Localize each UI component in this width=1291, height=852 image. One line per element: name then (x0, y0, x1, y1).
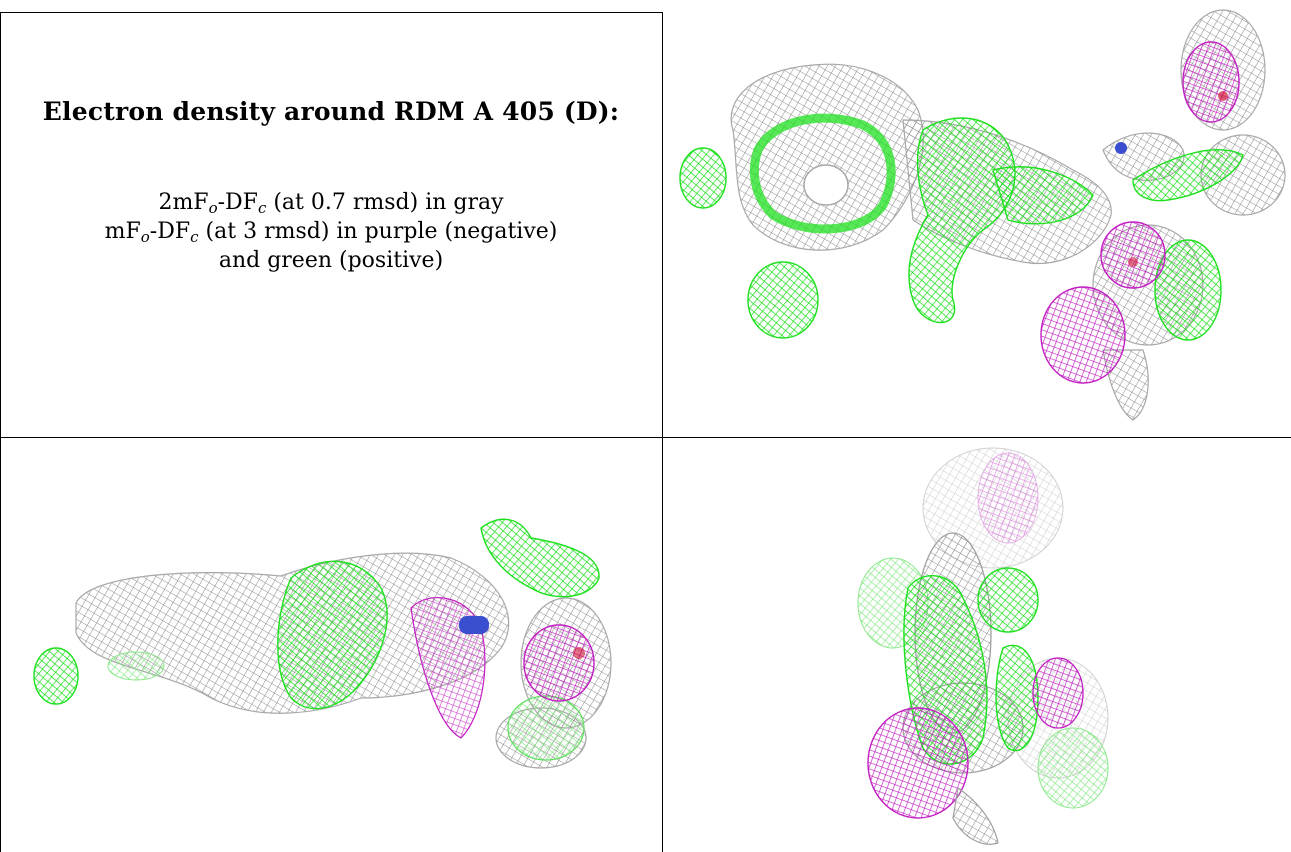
green-blob-lower-side (507, 695, 585, 761)
caption-line2-a-sub: o (140, 228, 150, 246)
table-border-top (0, 12, 663, 13)
green-blob-far-left (679, 147, 727, 209)
table-border-left (0, 12, 1, 852)
green-blob-right-lobe (1154, 239, 1222, 341)
caption-line2-rest: (at 3 rmsd) in purple (negative) (198, 219, 558, 244)
caption-line2-b-sub: c (190, 228, 199, 246)
caption-line1-a: 2mF (158, 190, 209, 215)
green-blob-far-left-side (33, 647, 79, 705)
gray-density-bottom-stem (952, 786, 999, 845)
nitrogen-atom-side (459, 616, 489, 634)
density-view-2 (33, 518, 612, 769)
caption-legend: 2mFo-DFc (at 0.7 rmsd) in gray mFo-DFc (… (105, 188, 558, 275)
caption-line2-a: mF (104, 219, 141, 244)
purple-blob-ring-side (523, 624, 595, 702)
purple-blob-faint-top (977, 452, 1039, 544)
caption-cell: Electron density around RDM A 405 (D): 2… (1, 13, 661, 437)
green-blob-top-sphere (977, 567, 1039, 633)
green-blob-left-faint (107, 651, 165, 681)
caption-line1-a-sub: o (208, 199, 218, 217)
caption-line-purple: mFo-DFc (at 3 rmsd) in purple (negative) (105, 217, 558, 246)
green-blob-bottom-left (747, 261, 819, 339)
green-blob-chain-band (992, 166, 1094, 225)
density-panel-bottom-left (1, 438, 662, 852)
oxygen-atom (1218, 91, 1228, 101)
green-blob-right-column (995, 644, 1039, 752)
density-panel-top-right (663, 0, 1291, 437)
green-blob-center (908, 117, 1016, 324)
table-divider-vertical (662, 12, 663, 852)
purple-blob-lower-left (867, 707, 969, 819)
green-ring-trace (749, 113, 896, 234)
green-blob-faint-lower-right (1037, 727, 1109, 809)
density-view-3 (857, 447, 1109, 845)
purple-blob-bottom (1040, 286, 1126, 384)
caption-line1-b-sub: c (257, 199, 267, 217)
green-blob-upper-right (1132, 149, 1244, 202)
purple-blob-mid (1100, 221, 1166, 289)
caption-line1-rest: (at 0.7 rmsd) in gray (266, 190, 504, 215)
density-panel-bottom-right (663, 438, 1291, 852)
caption-line2-b: -DF (149, 219, 191, 244)
ring-hole (803, 164, 849, 206)
purple-blob-right-front (1032, 657, 1084, 729)
green-blob-top-right-side (480, 518, 600, 598)
green-blob-center-side (277, 560, 388, 710)
nitrogen-atom (1115, 142, 1127, 154)
purple-blob-top (1182, 41, 1240, 123)
caption-line-green: and green (positive) (218, 248, 444, 273)
caption-title: Electron density around RDM A 405 (D): (42, 97, 620, 126)
oxygen-atom-side (573, 647, 585, 659)
oxygen-atom-lower (1128, 257, 1138, 267)
caption-line1-b: -DF (217, 190, 258, 215)
table-divider-horizontal (0, 437, 1291, 438)
density-view-1 (679, 9, 1286, 421)
caption-line-gray: 2mFo-DFc (at 0.7 rmsd) in gray (105, 188, 558, 217)
